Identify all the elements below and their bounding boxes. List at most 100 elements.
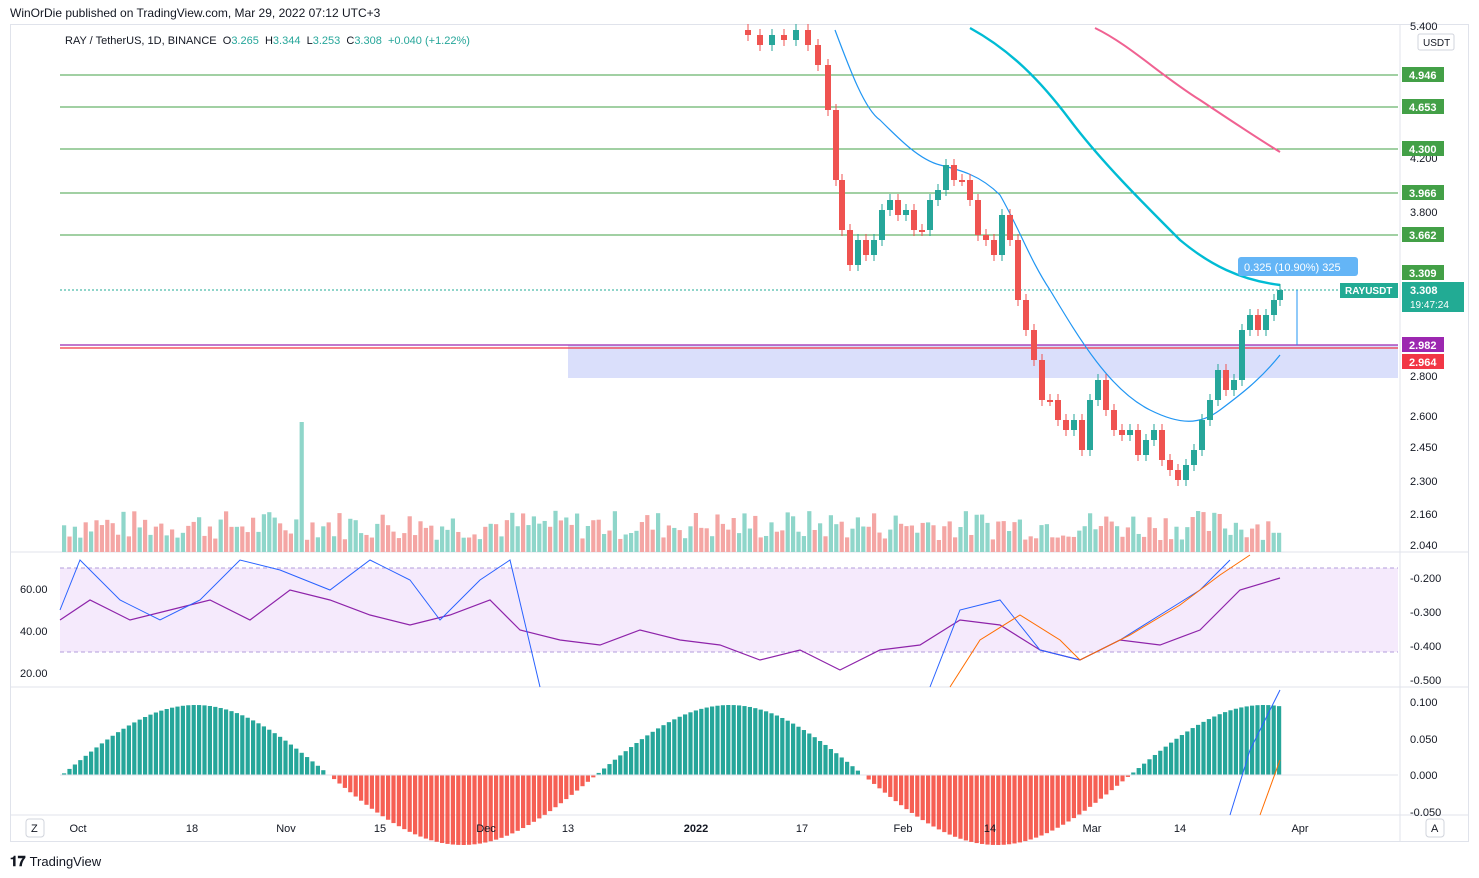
candle-body bbox=[943, 165, 949, 190]
macd-bar bbox=[618, 755, 623, 775]
macd-bar bbox=[229, 711, 234, 775]
candle-body bbox=[927, 200, 933, 230]
level-tag-label: 2.964 bbox=[1409, 357, 1437, 369]
volume-bar bbox=[1169, 539, 1174, 552]
macd-bar bbox=[1255, 705, 1260, 775]
macd-bar bbox=[764, 711, 769, 775]
macd-bar bbox=[904, 775, 909, 810]
auto-scale-button-z[interactable] bbox=[25, 818, 45, 838]
macd-bar bbox=[774, 715, 779, 775]
macd-bar bbox=[504, 775, 509, 836]
macd-bar bbox=[585, 775, 590, 782]
macd-bar bbox=[845, 761, 850, 775]
macd-bar bbox=[342, 775, 347, 788]
volume-bar bbox=[656, 513, 661, 552]
last-price-label: 3.308 bbox=[1410, 285, 1438, 297]
macd-bar bbox=[450, 775, 455, 845]
candle-body bbox=[1015, 240, 1021, 300]
macd-bar bbox=[677, 716, 682, 775]
candles-group[interactable] bbox=[745, 24, 1283, 486]
volume-bar bbox=[1260, 539, 1265, 552]
macd-bar bbox=[440, 775, 445, 843]
ema-mid-line[interactable] bbox=[969, 26, 1281, 287]
volume-bar bbox=[191, 521, 196, 552]
macd-bar bbox=[1233, 708, 1238, 775]
stoch-d-line[interactable] bbox=[949, 554, 1251, 688]
price-tick: 5.400 bbox=[1410, 21, 1438, 33]
macd-bar bbox=[207, 705, 212, 775]
volume-bar bbox=[337, 513, 342, 552]
candle-body bbox=[781, 35, 787, 40]
ema-slow-line[interactable] bbox=[1094, 27, 1281, 153]
volume-bar bbox=[726, 529, 731, 552]
macd-bar bbox=[477, 775, 482, 844]
macd-bar bbox=[1082, 775, 1087, 811]
macd-bar bbox=[94, 747, 99, 775]
demand-zone[interactable] bbox=[568, 345, 1398, 378]
macd-bar bbox=[882, 775, 887, 793]
volume-bar bbox=[1142, 536, 1147, 552]
macd-bar bbox=[137, 719, 142, 775]
macd-bar bbox=[1277, 706, 1282, 775]
volume-bar bbox=[1066, 536, 1071, 552]
macd-line[interactable] bbox=[1229, 689, 1281, 816]
candle-body bbox=[1135, 430, 1141, 455]
volume-bar bbox=[963, 511, 968, 552]
candle-body bbox=[1277, 290, 1283, 300]
candle-body bbox=[1143, 440, 1149, 455]
macd-bar bbox=[1039, 775, 1044, 836]
volume-bar bbox=[699, 527, 704, 552]
volume-bar bbox=[915, 532, 920, 552]
volume-bar bbox=[1174, 526, 1179, 552]
candle-body bbox=[999, 215, 1005, 255]
time-axis[interactable]: Oct 18 Nov 15 Dec 13 2022 17 Feb 14 Mar 14 Apr bbox=[69, 823, 1308, 835]
price-axis[interactable]: 5.4004.2003.8002.8002.6002.4502.3002.160… bbox=[1410, 21, 1438, 552]
candle-body bbox=[1007, 215, 1013, 240]
candle-body bbox=[1031, 330, 1037, 360]
volume-bar bbox=[1217, 513, 1222, 552]
volume-bar bbox=[839, 521, 844, 552]
rsi-right-tick-1: -0.200 bbox=[1410, 573, 1441, 585]
auto-scale-button-a[interactable] bbox=[1425, 818, 1445, 838]
macd-bar bbox=[1109, 775, 1114, 791]
currency-button[interactable] bbox=[1417, 33, 1455, 51]
volume-bar bbox=[267, 512, 272, 552]
macd-signal-line[interactable] bbox=[1259, 759, 1281, 816]
measure-label-box[interactable] bbox=[1238, 257, 1358, 276]
stoch-k-line[interactable] bbox=[59, 559, 541, 688]
volume-bar bbox=[882, 538, 887, 552]
macd-bar bbox=[1023, 775, 1028, 842]
macd-bar bbox=[807, 733, 812, 775]
macd-bar bbox=[510, 775, 515, 834]
volume-bar bbox=[213, 538, 218, 552]
volume-bar bbox=[1206, 530, 1211, 552]
macd-bar bbox=[1055, 775, 1060, 828]
macd-bar bbox=[272, 733, 277, 775]
macd-bar bbox=[990, 775, 995, 845]
macd-bar bbox=[1174, 738, 1179, 775]
volume-bar bbox=[251, 517, 256, 552]
chart-legend: RAY / TetherUS, 1D, BINANCE O3.265 H3.34… bbox=[65, 35, 470, 47]
macd-bar bbox=[110, 735, 115, 775]
candle-body bbox=[1087, 400, 1093, 450]
volume-bar bbox=[1039, 525, 1044, 552]
macd-bar bbox=[726, 705, 731, 775]
volume-bar bbox=[1098, 526, 1103, 552]
volume-bar bbox=[1163, 518, 1168, 552]
macd-bar bbox=[321, 770, 326, 775]
macd-bar bbox=[623, 751, 628, 775]
volume-bar bbox=[418, 521, 423, 552]
volume-bar bbox=[72, 526, 77, 552]
volume-bar bbox=[94, 520, 99, 552]
time-label: 2022 bbox=[684, 823, 708, 835]
volume-bar bbox=[969, 534, 974, 552]
volume-group bbox=[62, 422, 1282, 552]
volume-bar bbox=[888, 529, 893, 552]
volume-bar bbox=[229, 526, 234, 552]
volume-bar bbox=[202, 535, 207, 552]
volume-bar bbox=[596, 519, 601, 552]
macd-bar bbox=[661, 725, 666, 775]
volume-bar bbox=[364, 534, 369, 552]
candle-body bbox=[871, 240, 877, 255]
